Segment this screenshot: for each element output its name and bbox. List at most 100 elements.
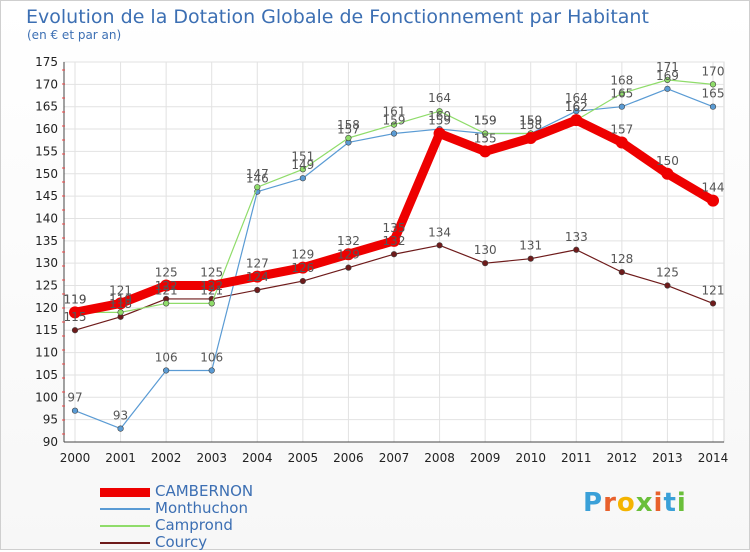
x-tick-label: 2005 xyxy=(288,451,319,465)
y-tick-label: 145 xyxy=(35,189,58,203)
data-point-courcy xyxy=(618,269,625,276)
data-point-courcy xyxy=(254,286,261,294)
data-label-camprond: 170 xyxy=(702,64,725,78)
data-point-courcy xyxy=(527,255,534,262)
data-label-monthuchon: 164 xyxy=(565,91,588,105)
data-point-courcy xyxy=(299,277,306,285)
y-tick-label: 165 xyxy=(35,100,58,114)
data-label-courcy: 125 xyxy=(656,266,679,280)
data-label-monthuchon: 160 xyxy=(428,109,451,123)
data-label-cambernon: 125 xyxy=(200,266,223,280)
data-label-camprond: 161 xyxy=(383,105,406,119)
data-point-cambernon xyxy=(661,167,674,180)
data-label-courcy: 122 xyxy=(155,279,178,293)
data-label-monthuchon: 159 xyxy=(474,114,497,128)
data-label-cambernon: 121 xyxy=(109,283,132,297)
x-tick-label: 2000 xyxy=(60,451,91,465)
data-label-monthuchon: 146 xyxy=(246,172,269,186)
data-point-camprond xyxy=(117,309,124,316)
data-label-monthuchon: 169 xyxy=(656,69,679,83)
data-label-monthuchon: 97 xyxy=(67,391,82,405)
logo-letter: t xyxy=(663,488,677,518)
data-label-cambernon: 157 xyxy=(610,122,633,136)
data-point-cambernon xyxy=(615,136,628,149)
data-label-monthuchon: 106 xyxy=(155,350,178,364)
y-tick-label: 170 xyxy=(35,77,58,91)
x-tick-label: 2008 xyxy=(424,451,455,465)
data-point-monthuchon xyxy=(163,367,170,374)
data-point-monthuchon xyxy=(709,103,717,110)
data-label-cambernon: 129 xyxy=(291,248,314,262)
logo-letter: P xyxy=(583,488,604,518)
data-label-courcy: 134 xyxy=(428,225,451,239)
data-label-monthuchon: 165 xyxy=(610,87,633,101)
data-point-cambernon xyxy=(205,279,218,292)
legend-label-camprond: Camprond xyxy=(155,516,233,534)
data-label-courcy: 122 xyxy=(200,279,223,293)
y-tick-label: 115 xyxy=(35,323,58,337)
data-point-camprond xyxy=(390,121,398,128)
x-tick-label: 2004 xyxy=(242,451,273,465)
data-label-camprond: 164 xyxy=(428,91,451,105)
data-label-courcy: 115 xyxy=(64,310,87,324)
data-label-courcy: 124 xyxy=(246,270,269,284)
data-point-cambernon xyxy=(707,194,719,207)
x-tick-label: 2002 xyxy=(151,451,182,465)
y-tick-label: 90 xyxy=(43,435,58,449)
data-point-monthuchon xyxy=(208,367,215,374)
data-label-monthuchon: 159 xyxy=(519,114,542,128)
y-tick-label: 95 xyxy=(43,413,58,427)
data-point-cambernon xyxy=(251,270,264,283)
data-point-courcy xyxy=(664,282,671,289)
data-point-cambernon xyxy=(524,132,537,144)
legend-label-cambernon: CAMBERNON xyxy=(155,482,254,500)
logo-letter: o xyxy=(616,488,636,518)
data-point-monthuchon xyxy=(117,425,124,432)
data-point-monthuchon xyxy=(299,175,306,182)
data-label-cambernon: 135 xyxy=(383,221,406,235)
y-tick-label: 105 xyxy=(35,368,58,382)
data-label-courcy: 131 xyxy=(519,239,542,253)
data-label-cambernon: 159 xyxy=(428,114,451,128)
y-tick-label: 155 xyxy=(35,144,58,158)
data-point-cambernon xyxy=(296,261,309,274)
data-point-cambernon xyxy=(160,279,173,292)
data-label-monthuchon: 165 xyxy=(702,87,725,101)
data-point-camprond xyxy=(709,81,717,88)
x-tick-label: 2006 xyxy=(333,451,364,465)
data-label-cambernon: 119 xyxy=(64,292,87,306)
y-tick-label: 160 xyxy=(35,122,58,136)
data-point-courcy xyxy=(436,242,443,249)
data-point-camprond xyxy=(163,300,170,307)
y-tick-label: 175 xyxy=(35,55,58,69)
axes: 90 95 100 105 110 115 120 125 130 135 140 145 150 155… xyxy=(35,55,728,465)
legend-label-monthuchon: Monthuchon xyxy=(155,499,248,517)
data-label-camprond: 162 xyxy=(565,100,588,114)
y-tick-label: 125 xyxy=(35,279,58,293)
data-label-camprond: 119 xyxy=(64,292,87,306)
data-label-camprond: 121 xyxy=(155,283,178,297)
data-label-monthuchon: 106 xyxy=(200,350,223,364)
data-label-monthuchon: 93 xyxy=(113,409,128,423)
data-point-cambernon xyxy=(69,306,81,319)
y-tick-label: 130 xyxy=(35,256,58,270)
data-point-courcy xyxy=(709,300,717,307)
data-point-cambernon xyxy=(433,127,446,140)
data-point-camprond xyxy=(345,134,352,142)
data-label-camprond: 159 xyxy=(519,114,542,128)
legend-label-courcy: Courcy xyxy=(155,533,208,551)
data-point-camprond xyxy=(299,166,306,173)
x-tick-label: 2007 xyxy=(379,451,410,465)
data-point-camprond xyxy=(254,184,261,191)
data-point-monthuchon xyxy=(664,85,671,92)
y-tick-label: 110 xyxy=(35,346,58,360)
y-tick-label: 120 xyxy=(35,301,58,315)
legend-swatch-courcy xyxy=(100,542,150,544)
data-point-cambernon xyxy=(570,114,583,127)
x-tick-label: 2001 xyxy=(105,451,136,465)
data-point-courcy xyxy=(482,260,489,267)
data-point-cambernon xyxy=(114,297,127,310)
data-label-camprond: 151 xyxy=(291,149,314,163)
x-tick-label: 2014 xyxy=(698,451,729,465)
data-label-cambernon: 127 xyxy=(246,257,269,271)
